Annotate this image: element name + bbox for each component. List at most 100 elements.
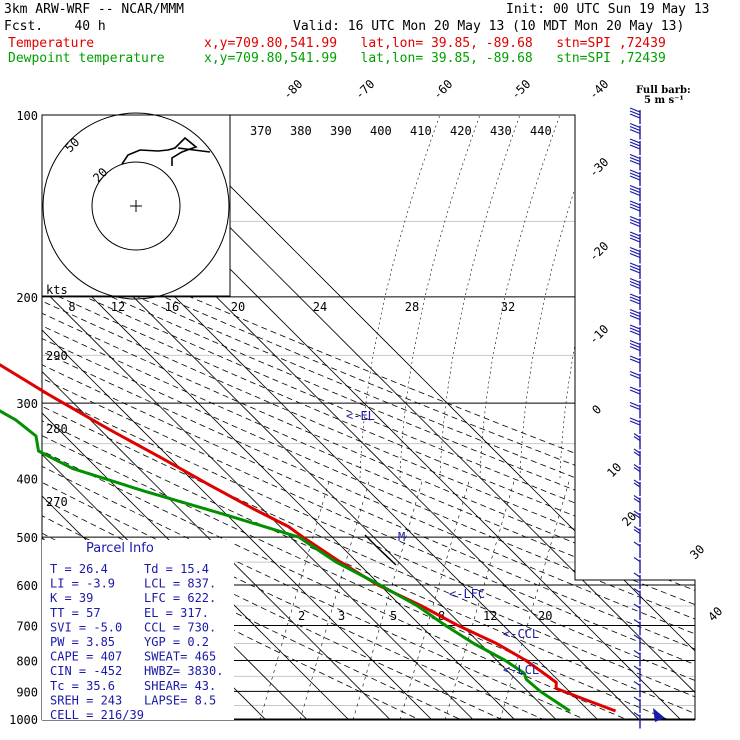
hodograph-speed-tick: 32 [501,300,515,314]
level-marker: <-EL [346,409,375,423]
wind-barb-flag [629,404,641,411]
isotherm-right-label: 0 [589,402,604,417]
dewpoint-station-info: x,y=709.80,541.99 lat,lon= 39.85, -89.68… [204,51,666,66]
parcel-info-bg [42,540,234,720]
wind-barb-flag [629,401,641,408]
parcel-info-box: Parcel Info T = 26.4 Td = 15.4 LI = -3.9 LCL… [42,540,234,722]
theta-e-label: 390 [330,124,352,138]
wind-barb-flag [633,557,641,562]
wind-barb-flag [629,296,641,302]
forecast-hour: Fcst. 40 h [4,19,106,34]
barb-legend-text: Full barb: [636,85,691,96]
dry-adiabat-line [42,254,575,478]
wind-barb-flag [629,268,641,274]
isotherm-line [42,370,150,478]
isotherm-line [42,478,528,720]
wind-barb-flag [629,342,641,349]
parcel-info-right: LAPSE= 8.5 [144,693,216,707]
hodograph-trace-tail [177,147,211,153]
pressure-tick-label: 100 [16,109,38,123]
wind-barb-flag [629,311,641,318]
wind-barb-flag [633,448,641,454]
hodograph-unit-label: kts [46,283,68,297]
isotherm-right-label: 40 [705,604,725,624]
isotherm-line [0,115,29,732]
wind-barb-flag [629,113,641,119]
mixing-ratio-line [259,478,331,720]
dry-adiabat-line [42,288,482,478]
wind-barb-flag [629,159,641,166]
parcel-info-right: LFC = 622. [144,591,216,605]
hodograph-speed-tick: 8 [68,300,75,314]
wind-barb-flag [633,479,641,485]
wind-barb-flag [629,314,641,321]
wind-barb-flag [633,696,641,702]
wind-barb-flag [633,526,641,531]
wind-barb-flag [629,200,641,206]
wind-barb-flag [629,370,641,377]
temperature-station-info: x,y=709.80,541.99 lat,lon= 39.85, -89.68… [204,36,666,51]
hodograph-ring [42,112,230,300]
isotherm-line [42,412,108,478]
wind-barb-flag [629,373,641,380]
isotherm-line [42,287,233,478]
wind-barb-flag [629,249,641,256]
wind-barb-flag [633,498,641,503]
hodograph-speed-tick: 20 [231,300,245,314]
theta-e-label: 410 [410,124,432,138]
wind-barb-flag [629,221,641,228]
isotherm-line [42,329,191,478]
wind-barb-flag [633,495,641,500]
wind-barb-flag [629,190,641,197]
isotherm-line [42,478,403,720]
dewpoint-legend: Dewpoint temperature [8,51,165,66]
wind-barb-flag [633,529,641,534]
wind-barb-flag [629,206,641,212]
theta-label: 290 [46,349,68,363]
wind-barb-flag [629,107,641,113]
isotherm-right-label: -10 [586,322,611,347]
isotherm-top-label: -40 [586,77,611,102]
wind-barb-flag [633,510,641,516]
isotherm-top-label: -50 [508,77,533,102]
mixing-ratio-label: 20 [538,609,552,623]
theta-e-label: 430 [490,124,512,138]
wind-barb-flag [629,262,641,268]
moist-adiabat-line [519,187,575,478]
temperature-legend: Temperature [8,36,95,51]
isotherm-right-label: 30 [687,542,707,562]
wind-barb-flag [633,712,641,717]
wind-barb-flag [633,634,641,640]
wind-barb-flag [629,265,641,271]
level-marker: <-LCL [503,663,539,677]
wind-barb-flag [629,144,641,150]
isotherm-line [42,246,274,478]
parcel-info-left: SVI = -5.0 [50,620,122,634]
pressure-tick-label: 500 [16,531,38,545]
wind-barb-flag [629,252,641,259]
wind-barb-flag [629,330,641,336]
level-markers: <-EL <-LFC <-CCL <-LCL M [346,409,539,677]
isotherm-line [117,478,695,720]
wind-barb-flag [633,603,641,609]
wind-barb-flag [629,128,641,135]
isotherm-line [42,478,445,720]
wind-barb-flag [633,572,641,578]
parcel-info-left: Tc = 35.6 [50,679,115,693]
dry-adiabat-line [42,478,695,720]
wind-barb-flag [629,125,641,132]
isotherm-line [42,478,362,720]
wind-barb-flag [629,187,641,194]
wind-barb-flag [629,169,641,175]
wind-barbs [629,107,665,729]
wind-barb-flag [633,681,641,686]
wind-barb-flag [633,541,641,547]
pressure-tick-label: 400 [16,473,38,487]
model-title: 3km ARW-WRF -- NCAR/MMM [4,2,185,17]
wind-barb-flag [629,156,641,163]
isotherm-line [158,478,695,720]
pressure-tick-label: 1000 [9,713,38,727]
parcel-info-left: CAPE = 407 [50,650,122,664]
mixing-ratio-label: 3 [338,609,345,623]
